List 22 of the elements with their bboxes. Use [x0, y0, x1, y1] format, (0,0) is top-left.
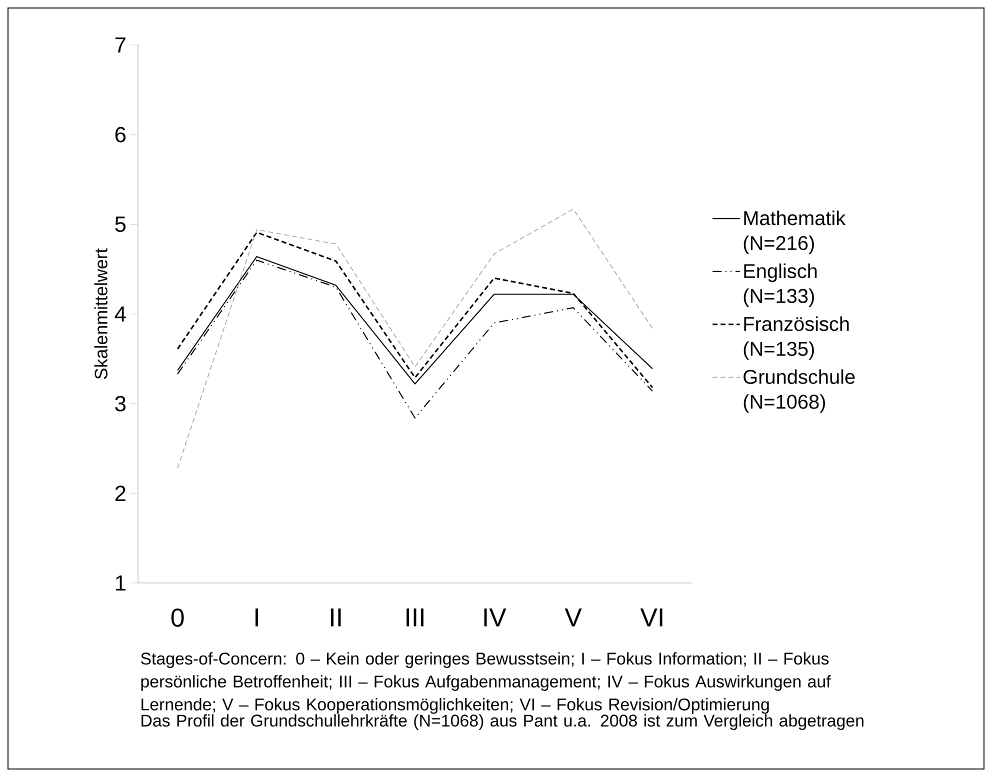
x-tick-label: V [564, 608, 582, 626]
text: Das Profil der Grundschullehrkräfte (N=1068) aus Pant u.a. 2008 ist zum Vergleich abgetragen [142, 714, 864, 730]
line-series [177, 208, 653, 469]
y-tick-label: 7 [115, 37, 126, 53]
x-tick-label: VI [640, 608, 662, 626]
y-tick-label: 3 [115, 396, 126, 412]
y-tick-label: 5 [115, 216, 126, 232]
x-tick-label: III [406, 608, 424, 626]
y-tick-label: 2 [115, 486, 126, 501]
legend-label: Französisch (N=135) [744, 316, 849, 360]
y-tick-label: 1 [116, 575, 126, 591]
legend-label: Englisch (N=133) [744, 263, 817, 307]
legend-label: Grundschule (N=1068) [744, 369, 855, 413]
y-axis-title: Skalenmittelwert [94, 248, 108, 379]
x-tick-label: 0 [171, 608, 184, 627]
text: Stages-of-Concern: 0 – Kein oder geringes Bewusstsein; I – Fokus Information; II – Fokus persönliche Betroffenheit; III – Fokus Aufgabenmanagement; IV – Fokus Auswirkungen auf Lernende; V – Fokus Kooperationsmöglichkeiten; VI – Fokus Revision/Optimierung [140, 652, 831, 714]
x-tick-label: I [256, 608, 258, 626]
y-tick-label: 6 [115, 126, 126, 142]
y-tick-label: 4 [114, 306, 126, 322]
legend-label: Mathematik (N=216) [744, 210, 846, 254]
x-tick-label: IV [484, 608, 506, 626]
x-tick-label: II [331, 608, 341, 626]
